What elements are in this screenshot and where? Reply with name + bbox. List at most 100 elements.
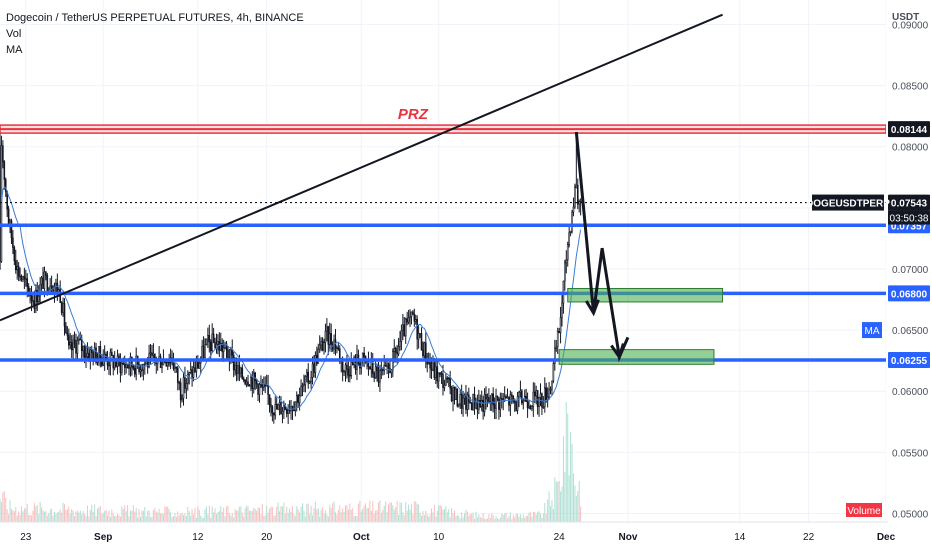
candle-body: [462, 397, 464, 409]
candle-body: [0, 145, 3, 262]
candle-body: [285, 409, 288, 414]
candle: [511, 391, 513, 404]
candle-body: [314, 355, 317, 373]
candle: [300, 379, 302, 397]
volume-bar: [194, 507, 196, 522]
price-axis: USDT0.090000.085000.080000.075000.070000…: [886, 0, 932, 550]
candle-body: [138, 364, 140, 372]
volume-bar: [283, 502, 285, 522]
candle-body: [278, 402, 281, 406]
time-tick-label: 20: [261, 532, 273, 543]
candle: [447, 376, 450, 387]
volume-bar: [200, 515, 202, 522]
candle-body: [39, 283, 41, 297]
volume-bar: [393, 509, 395, 522]
candle-body: [30, 295, 33, 301]
candle: [476, 394, 479, 420]
candle-body: [310, 377, 312, 382]
candle: [370, 352, 373, 378]
candle-body: [181, 397, 183, 401]
volume-bar: [363, 505, 365, 522]
candle: [503, 386, 506, 403]
volume-bar: [142, 510, 144, 522]
candle-body: [238, 365, 241, 374]
candle: [191, 365, 193, 387]
candle-body: [513, 401, 516, 403]
candle-body: [12, 237, 14, 248]
volume-bar: [413, 501, 415, 522]
candle: [371, 353, 374, 378]
volume-bar: [131, 510, 133, 522]
candle-body: [85, 356, 87, 359]
price-tick-label: 0.08500: [892, 82, 929, 93]
candle-body: [572, 206, 575, 213]
candle: [202, 336, 205, 360]
candle-body: [22, 276, 24, 280]
candle: [82, 345, 84, 358]
candle-body: [95, 347, 97, 363]
candle: [63, 298, 66, 336]
candle: [551, 380, 553, 396]
candle: [472, 393, 474, 411]
candle-body: [449, 377, 451, 389]
volume-bar: [112, 513, 114, 522]
candle: [111, 348, 113, 357]
candle-body: [75, 343, 77, 354]
volume-bar: [541, 517, 543, 522]
candle-body: [149, 352, 152, 355]
candle: [499, 392, 502, 418]
vol-indicator-label[interactable]: Vol: [6, 28, 22, 40]
volume-bar: [505, 512, 507, 522]
candle-body: [308, 381, 311, 384]
volume-bar: [257, 507, 259, 522]
volume-bar: [290, 511, 292, 522]
price-badge: 0.06800: [888, 285, 930, 302]
candle: [304, 374, 307, 393]
candle: [546, 387, 549, 408]
candle-body: [383, 365, 386, 371]
candle: [424, 332, 427, 369]
candle-body: [539, 393, 542, 398]
candle: [457, 403, 460, 408]
candle-body: [412, 311, 414, 315]
volume-bar: [28, 515, 30, 522]
volume-bar: [138, 509, 140, 522]
volume-bar: [76, 510, 78, 522]
candle-body: [232, 354, 235, 371]
candle-body: [423, 342, 426, 357]
candle-body: [384, 365, 387, 367]
candle: [535, 385, 537, 405]
candle: [336, 345, 338, 354]
candle-body: [399, 341, 401, 347]
volume-bar: [274, 515, 276, 522]
candle-body: [566, 244, 569, 261]
candle: [492, 387, 494, 413]
volume-bar: [476, 517, 478, 522]
chart-legend: Dogecoin / TetherUS PERPETUAL FUTURES, 4…: [6, 10, 304, 58]
candle-body: [307, 371, 310, 384]
volume-bar: [326, 514, 328, 522]
candle-body: [561, 302, 563, 318]
volume-bar: [425, 510, 427, 522]
symbol-title[interactable]: Dogecoin / TetherUS PERPETUAL FUTURES, 4…: [6, 12, 304, 24]
volume-bar: [167, 506, 169, 522]
volume-bar: [152, 510, 154, 522]
candle-body: [251, 376, 254, 389]
volume-bar: [474, 518, 476, 522]
volume-bar: [23, 508, 25, 522]
volume-bar: [336, 514, 338, 522]
volume-bar: [84, 513, 86, 522]
volume-bar: [13, 510, 15, 522]
volume-bar: [296, 506, 298, 522]
volume-bar: [248, 510, 250, 522]
volume-bar: [85, 515, 87, 522]
candle: [132, 364, 135, 371]
volume-bar: [286, 506, 288, 522]
candle: [519, 380, 522, 398]
ma-indicator-label[interactable]: MA: [6, 44, 23, 56]
candle: [327, 325, 330, 356]
candle: [116, 349, 119, 375]
candle-body: [343, 370, 345, 373]
